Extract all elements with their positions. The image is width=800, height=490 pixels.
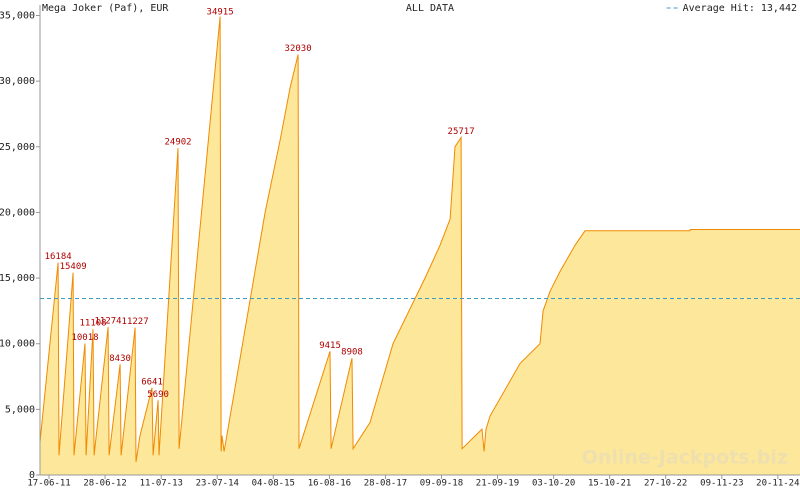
x-tick-label: 17-06-11	[27, 479, 70, 489]
x-tick-label: 03-10-20	[532, 479, 575, 489]
peak-label: 16184	[45, 252, 72, 262]
y-tick-label: 20,000	[0, 207, 35, 218]
watermark: Online-Jackpots.biz	[582, 447, 788, 469]
y-tick-label: 30,000	[0, 76, 35, 87]
x-tick-label: 04-08-15	[252, 479, 295, 489]
peak-label: 11108	[79, 319, 106, 329]
y-tick-label: 5,000	[5, 404, 35, 415]
x-tick-label: 20-11-24	[756, 479, 799, 489]
x-tick-label: 09-09-18	[420, 479, 463, 489]
peak-label: 8908	[341, 348, 363, 358]
area-line	[39, 16, 800, 462]
x-tick-label: 16-08-16	[308, 479, 351, 489]
x-tick-label: 27-10-22	[644, 479, 687, 489]
peak-label: 25717	[448, 127, 475, 137]
chart-title: Mega Joker (Paf), EUR	[42, 3, 169, 14]
peak-label: 6641	[141, 377, 163, 387]
peak-label: 10018	[71, 333, 98, 343]
peak-label: 11274	[95, 316, 122, 326]
peak-label: 8430	[109, 354, 131, 364]
chart-subtitle: ALL DATA	[406, 3, 454, 14]
legend-label: Average Hit: 13,442	[683, 3, 797, 14]
peak-label: 5690	[147, 390, 169, 400]
peak-label: 11227	[122, 317, 149, 327]
x-tick-label: 11-07-13	[140, 479, 183, 489]
area-fill	[40, 16, 800, 475]
peak-label: 24902	[164, 138, 191, 148]
x-tick-label: 21-09-19	[476, 479, 519, 489]
y-tick-label: 35,000	[0, 11, 35, 22]
y-tick-label: 25,000	[0, 142, 35, 153]
y-tick-label: 10,000	[0, 339, 35, 350]
peak-label: 32030	[285, 44, 312, 54]
x-tick-label: 28-06-12	[83, 479, 126, 489]
peak-label: 15409	[60, 262, 87, 272]
peak-label: 9415	[319, 341, 341, 351]
x-tick-label: 28-08-17	[364, 479, 407, 489]
x-tick-label: 09-11-23	[700, 479, 743, 489]
peak-label: 34915	[207, 8, 234, 18]
x-tick-label: 23-07-14	[196, 479, 239, 489]
y-tick-label: 15,000	[0, 273, 35, 284]
x-tick-label: 15-10-21	[588, 479, 631, 489]
y-tick-label: 0	[29, 470, 35, 481]
